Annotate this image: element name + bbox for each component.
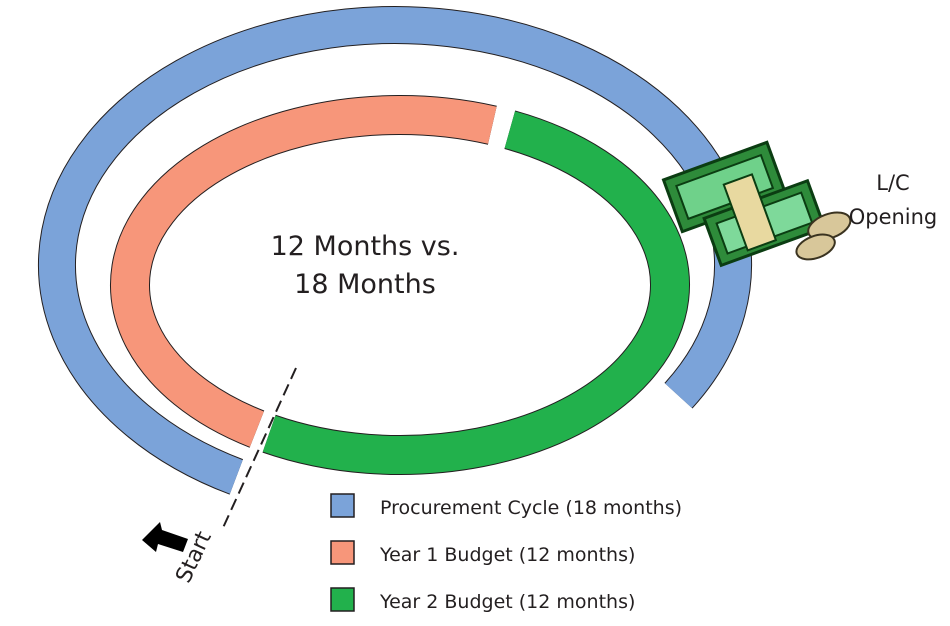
annotation: L/C — [876, 171, 909, 195]
legend: Procurement Cycle (18 months) Year 1 Budg… — [331, 494, 682, 613]
annotation: Opening — [849, 205, 938, 229]
legend-label: Year 2 Budget (12 months) — [379, 591, 635, 613]
center-label: 12 Months vs. — [271, 231, 460, 262]
legend-swatch — [331, 541, 354, 564]
legend-swatch — [331, 588, 354, 611]
legend-swatch — [331, 494, 354, 517]
start-arrow — [142, 522, 188, 552]
center-label: 18 Months — [294, 269, 436, 300]
legend-label: Year 1 Budget (12 months) — [379, 544, 635, 566]
legend-label: Procurement Cycle (18 months) — [380, 497, 682, 519]
diagram: Start 12 Months vs. 18 Months L/C Openin… — [0, 0, 950, 626]
